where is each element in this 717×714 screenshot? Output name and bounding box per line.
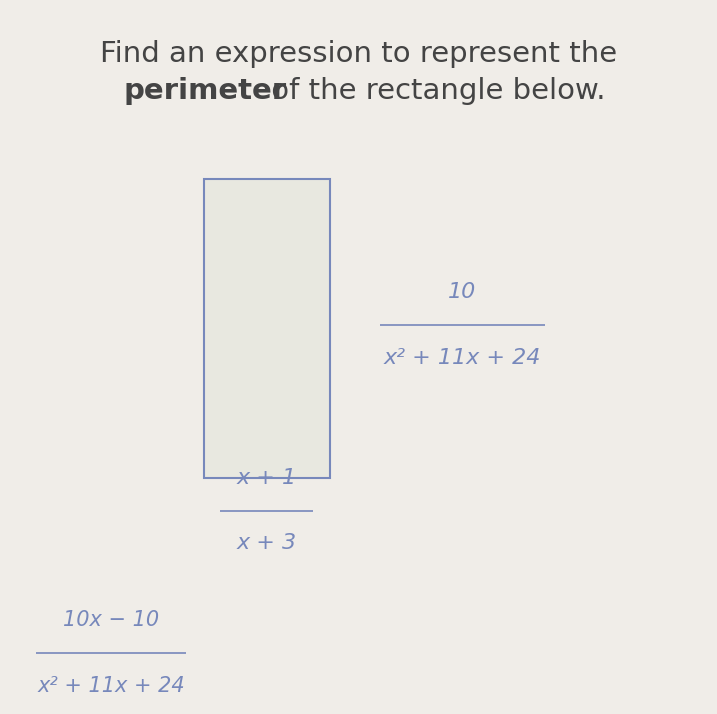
- Text: perimeter: perimeter: [123, 77, 287, 106]
- Text: x + 1: x + 1: [237, 468, 297, 488]
- Bar: [204, 178, 330, 478]
- Text: 10x − 10: 10x − 10: [63, 610, 159, 630]
- Text: 10: 10: [448, 282, 477, 302]
- Text: x² + 11x + 24: x² + 11x + 24: [384, 348, 541, 368]
- Text: x + 3: x + 3: [237, 533, 297, 553]
- Text: of the rectangle below.: of the rectangle below.: [262, 77, 605, 106]
- Text: x² + 11x + 24: x² + 11x + 24: [37, 676, 185, 696]
- Text: Find an expression to represent the: Find an expression to represent the: [100, 39, 617, 68]
